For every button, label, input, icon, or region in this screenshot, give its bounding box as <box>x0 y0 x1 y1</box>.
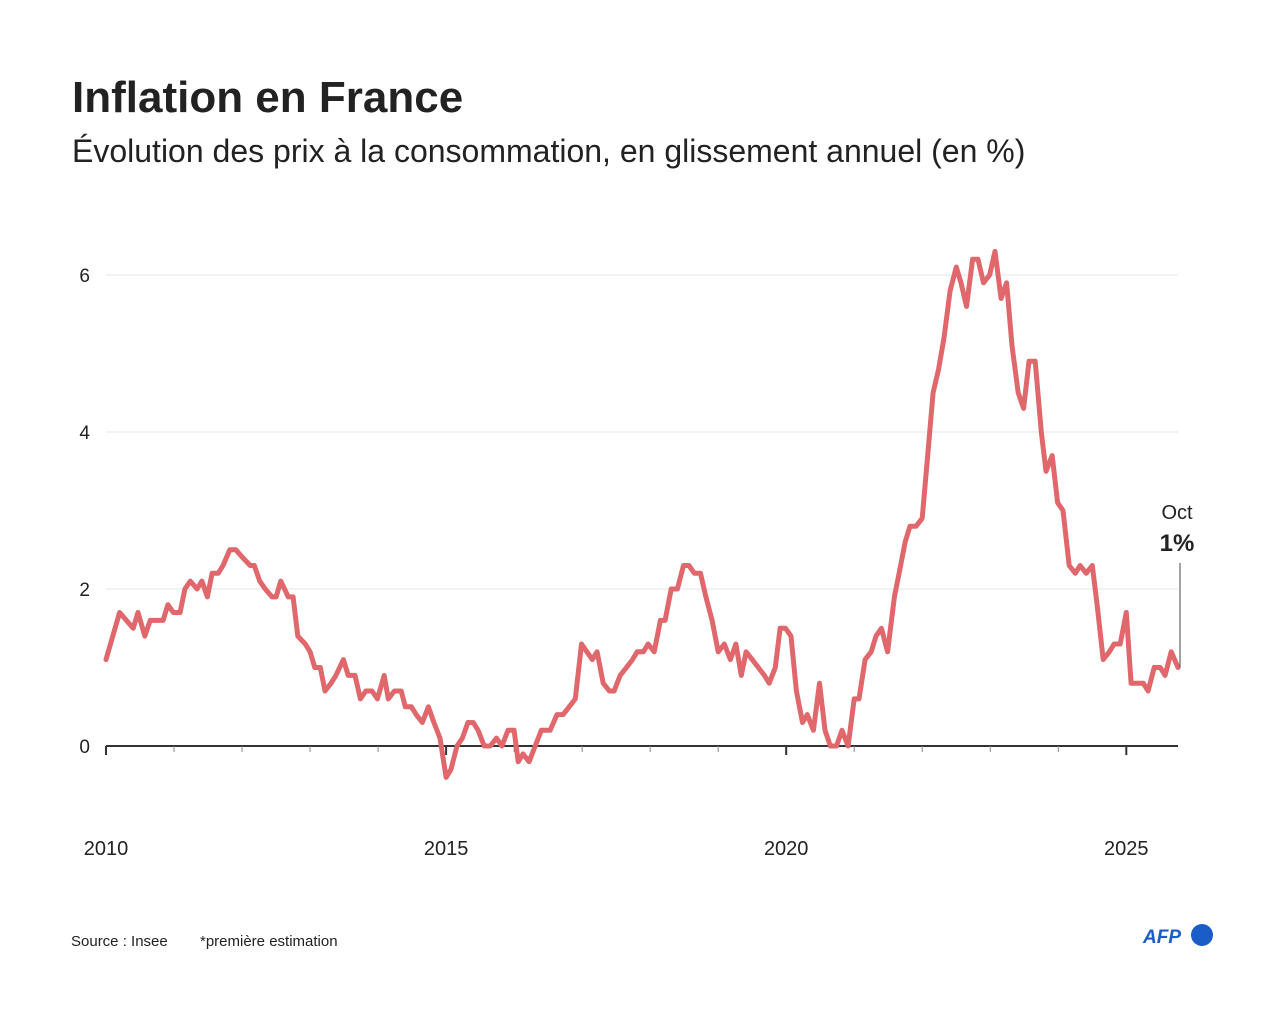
annotation: Oct <box>1161 502 1193 524</box>
chart-title: Inflation en France <box>72 73 463 122</box>
line <box>103 248 1181 780</box>
x-tick-label: 2015 <box>424 838 469 860</box>
x-tick-label: 2010 <box>84 838 129 860</box>
y-tick-label: 6 <box>79 266 90 287</box>
logo-dot <box>1191 924 1213 946</box>
logo: AFP <box>1142 927 1181 948</box>
chart-subtitle: Évolution des prix à la consommation, en… <box>72 133 1025 169</box>
x-tick-label: 2020 <box>764 838 809 860</box>
note: *première estimation <box>200 933 338 950</box>
value-label: 1% <box>1160 530 1195 557</box>
y-tick-label: 2 <box>79 580 90 601</box>
y-tick-label: 4 <box>79 423 90 444</box>
x-tick-label: 2025 <box>1104 838 1149 860</box>
y-tick-label: 0 <box>79 737 90 758</box>
source: Source : Insee <box>71 933 168 950</box>
